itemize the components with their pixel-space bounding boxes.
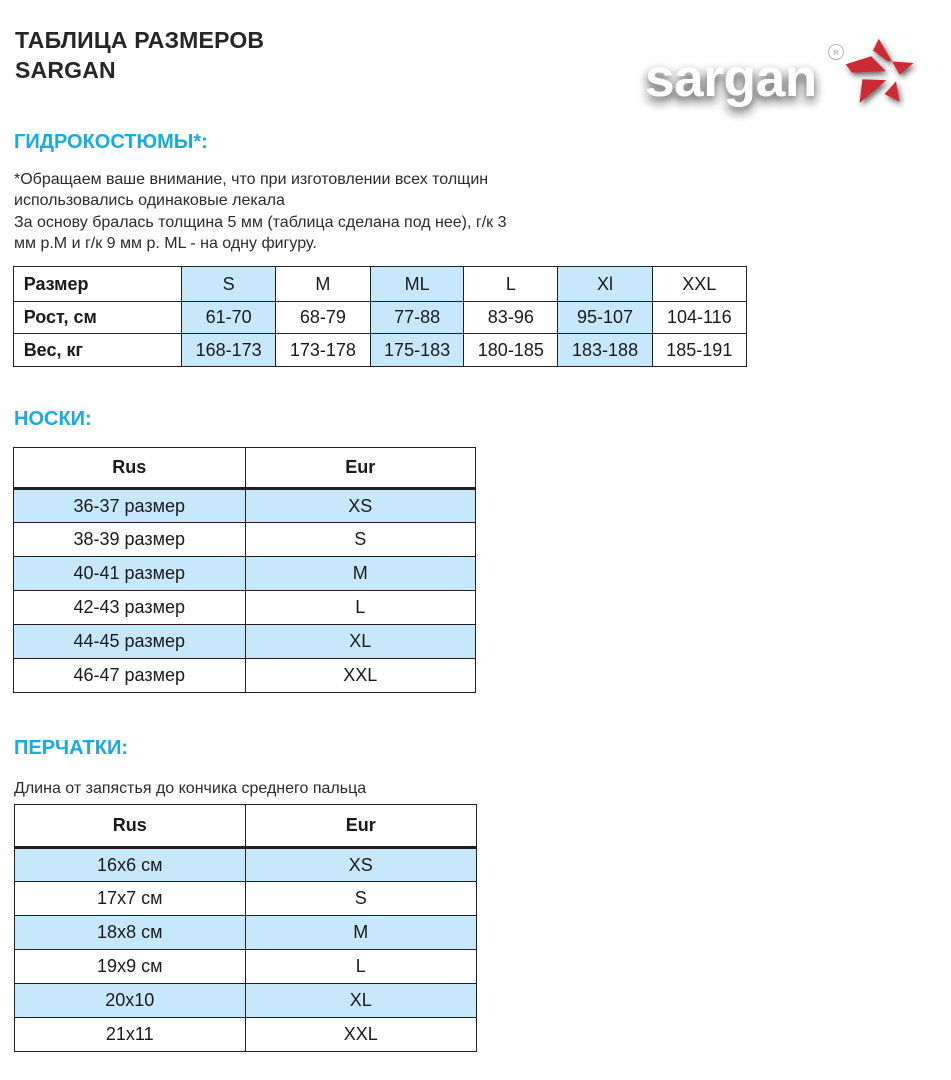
svg-text:sargan: sargan	[645, 49, 817, 108]
svg-text:R: R	[833, 48, 839, 57]
